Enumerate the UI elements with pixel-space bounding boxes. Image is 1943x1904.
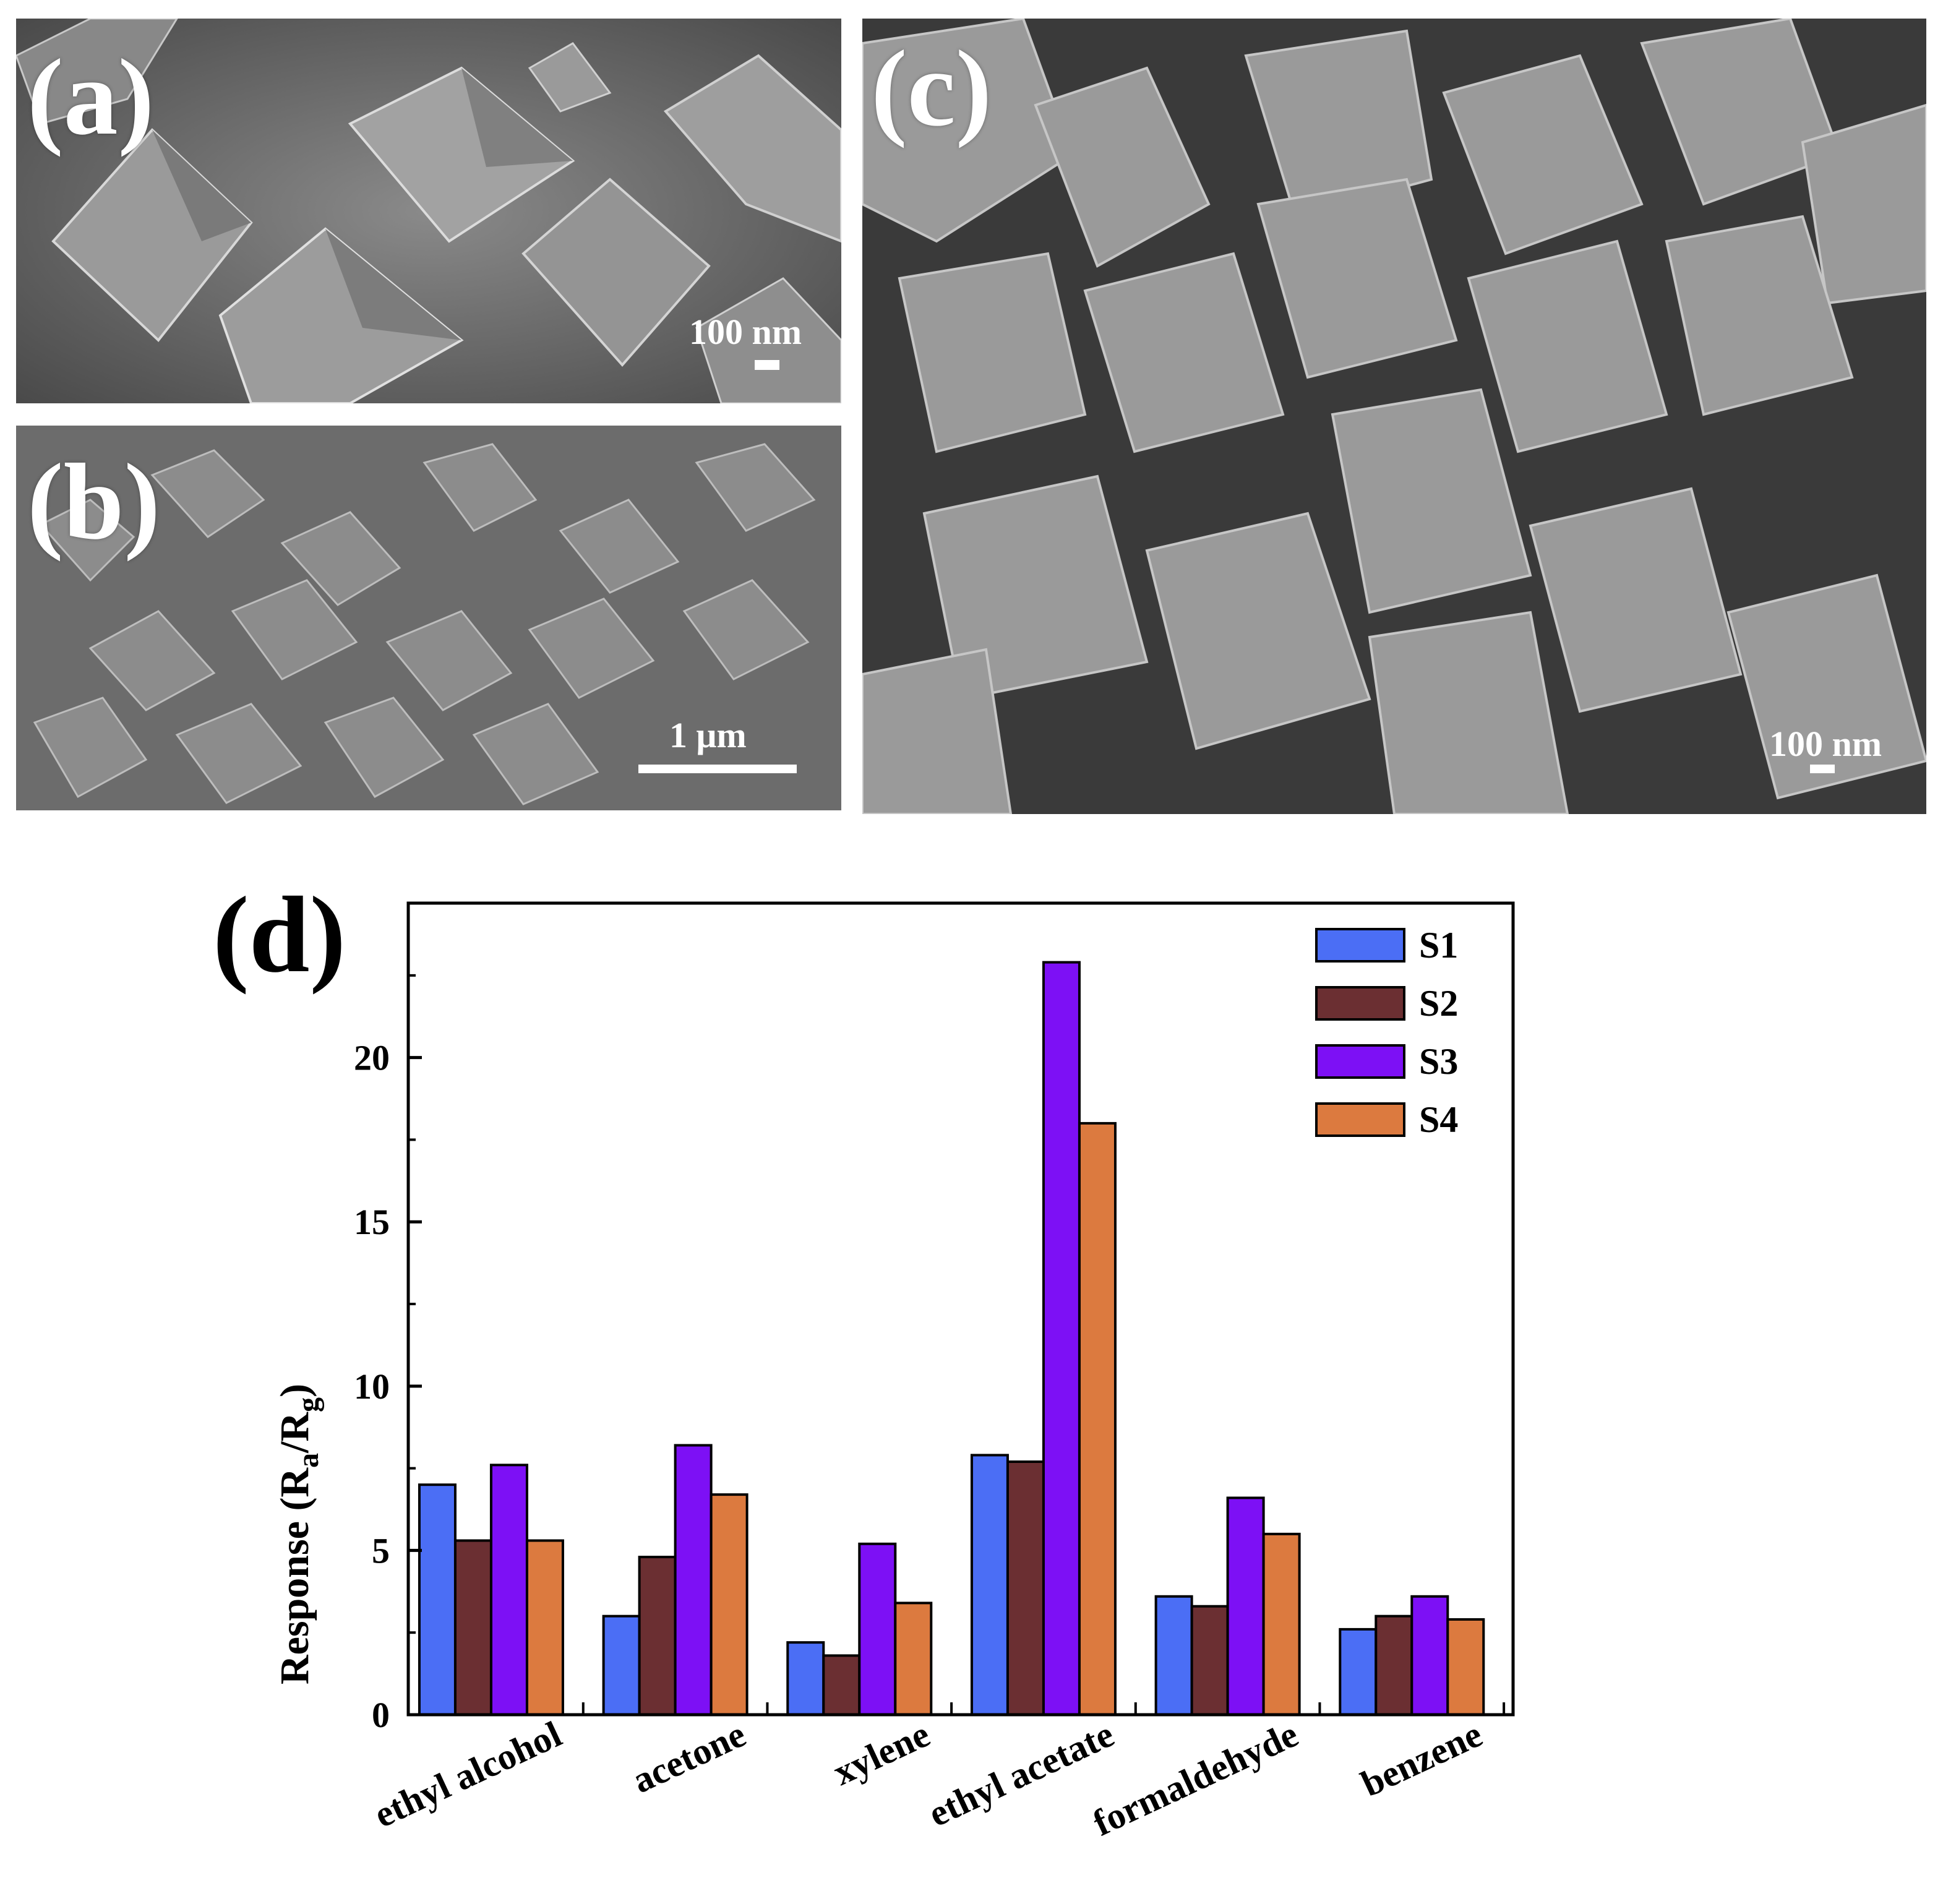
legend: S1 S2 S3 S4 bbox=[1315, 925, 1458, 1140]
bars-layer bbox=[418, 961, 1485, 1717]
chart-panel-d: (d) 0 5 10 15 20 ethyl alcohol acetone xylene e… bbox=[0, 841, 1943, 1904]
panel-label-c: (c) bbox=[871, 28, 992, 149]
x-category-label: benzene bbox=[1355, 1713, 1488, 1804]
sem-image-b: (b) 1 μm bbox=[16, 426, 841, 810]
bar-s3-ethyl-alcohol bbox=[489, 1464, 528, 1716]
legend-swatch-s4 bbox=[1315, 1102, 1405, 1137]
bar-s1-acetone bbox=[602, 1615, 641, 1717]
bar-s4-acetone bbox=[710, 1493, 748, 1717]
bar-s1-benzene bbox=[1339, 1627, 1378, 1717]
y-tick-label: 10 bbox=[354, 1366, 390, 1407]
y-axis: 0 5 10 15 20 bbox=[354, 974, 422, 1735]
scale-bar-b bbox=[638, 765, 797, 773]
legend-swatch-s2 bbox=[1315, 986, 1405, 1021]
bar-s1-xylene bbox=[786, 1641, 825, 1717]
y-axis-label: Response (Ra/Rg) bbox=[272, 1384, 325, 1684]
y-tick-label: 5 bbox=[372, 1530, 390, 1571]
panel-label-a: (a) bbox=[27, 37, 155, 158]
sem-image-a: (a) 100 nm bbox=[16, 19, 841, 403]
bar-s3-xylene bbox=[858, 1542, 897, 1716]
panel-label-d: (d) bbox=[213, 875, 346, 995]
bar-s3-acetone bbox=[674, 1444, 713, 1716]
x-category-label: ethyl acetate bbox=[922, 1713, 1120, 1835]
bar-s1-ethyl-alcohol bbox=[418, 1483, 457, 1716]
sem-texture-b bbox=[16, 426, 841, 810]
plot-frame bbox=[406, 901, 1515, 1717]
bar-s2-formaldehyde bbox=[1190, 1605, 1229, 1716]
legend-label-s4: S4 bbox=[1419, 1099, 1458, 1140]
sem-texture-c bbox=[862, 19, 1926, 814]
scale-bar-a bbox=[755, 360, 779, 370]
legend-swatch-s1 bbox=[1315, 928, 1405, 963]
bar-s4-ethyl-alcohol bbox=[525, 1539, 564, 1717]
bar-s3-ethyl-acetate bbox=[1042, 961, 1081, 1717]
bar-s4-ethyl-acetate bbox=[1078, 1121, 1117, 1716]
legend-label-s3: S3 bbox=[1419, 1041, 1458, 1082]
bar-s2-ethyl-alcohol bbox=[453, 1539, 492, 1717]
bar-s3-benzene bbox=[1410, 1595, 1449, 1717]
bar-s2-ethyl-acetate bbox=[1006, 1460, 1045, 1717]
sem-image-c: (c) 100 nm bbox=[862, 19, 1926, 814]
bar-s2-benzene bbox=[1375, 1615, 1413, 1717]
bar-s4-benzene bbox=[1446, 1618, 1485, 1716]
scale-bar-label-b: 1 μm bbox=[669, 715, 747, 755]
bar-s2-acetone bbox=[638, 1556, 677, 1716]
y-tick-label: 15 bbox=[354, 1202, 390, 1242]
bar-s1-formaldehyde bbox=[1154, 1595, 1193, 1717]
x-category-label: acetone bbox=[626, 1713, 752, 1801]
x-category-label: xylene bbox=[827, 1713, 936, 1793]
scale-bar-label-a: 100 nm bbox=[689, 312, 802, 352]
bar-chart: (d) 0 5 10 15 20 ethyl alcohol acetone xylenee… bbox=[213, 875, 1515, 1844]
bar-s2-xylene bbox=[822, 1654, 861, 1717]
bar-s3-formaldehyde bbox=[1226, 1496, 1265, 1716]
y-tick-label: 0 bbox=[372, 1695, 390, 1735]
legend-swatch-s3 bbox=[1315, 1044, 1405, 1079]
scale-bar-c bbox=[1810, 765, 1835, 773]
bar-s4-formaldehyde bbox=[1262, 1532, 1301, 1716]
y-tick-label: 20 bbox=[354, 1038, 390, 1078]
x-category-label: formaldehyde bbox=[1087, 1713, 1304, 1844]
bar-s1-ethyl-acetate bbox=[970, 1454, 1009, 1717]
panel-label-b: (b) bbox=[27, 442, 161, 562]
bar-s4-xylene bbox=[894, 1602, 933, 1716]
x-category-label: ethyl alcohol bbox=[368, 1713, 567, 1835]
sem-texture-a bbox=[16, 19, 841, 403]
scale-bar-label-c: 100 nm bbox=[1769, 724, 1882, 764]
legend-label-s1: S1 bbox=[1419, 925, 1458, 966]
legend-label-s2: S2 bbox=[1419, 983, 1458, 1024]
